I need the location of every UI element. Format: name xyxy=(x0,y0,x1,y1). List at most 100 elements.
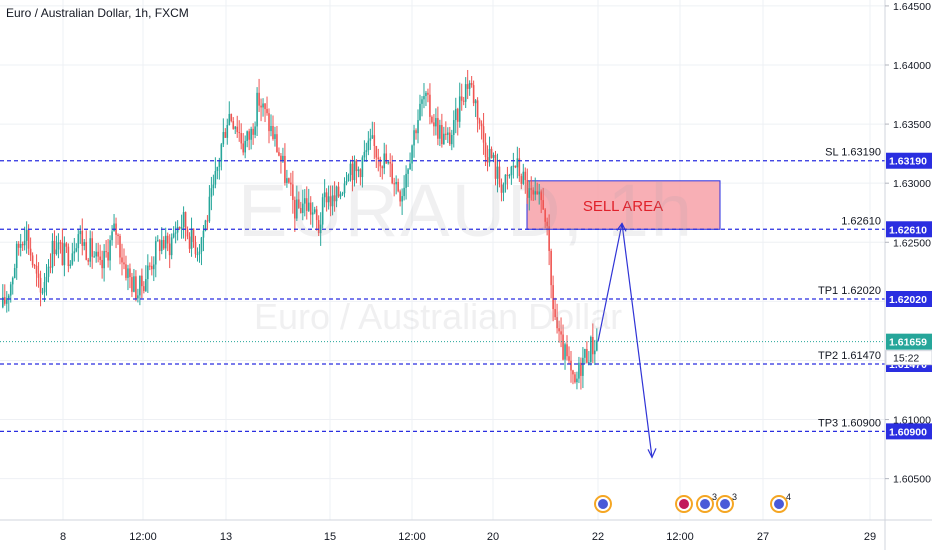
candle-body xyxy=(9,284,12,296)
candle-body xyxy=(401,196,403,202)
candle-body xyxy=(590,336,592,362)
candle-body xyxy=(204,220,207,231)
x-tick-label: 22 xyxy=(592,531,604,543)
candle-body xyxy=(357,169,360,172)
candle-body xyxy=(417,120,419,134)
candle-body xyxy=(369,138,372,141)
candle-body xyxy=(498,166,501,185)
candle-body xyxy=(528,188,531,198)
projection-arrowhead-up xyxy=(616,222,627,232)
candle-body xyxy=(419,103,421,121)
countdown-bg xyxy=(885,350,932,366)
candle-body xyxy=(158,240,161,251)
candle-body xyxy=(337,186,340,197)
candle-body xyxy=(472,85,475,104)
candle-body xyxy=(111,231,113,241)
candle-body xyxy=(462,100,465,102)
candle-body xyxy=(15,243,18,269)
candle-body xyxy=(226,124,229,138)
candle-body xyxy=(586,349,588,363)
candle-body xyxy=(252,128,254,135)
candle-body xyxy=(379,159,382,167)
level-label-4: TP3 1.60900 xyxy=(818,417,881,429)
candle-body xyxy=(522,171,525,184)
candle-body xyxy=(490,148,493,158)
candle-body xyxy=(182,212,185,228)
candle-body xyxy=(206,220,209,222)
candle-body xyxy=(274,134,276,139)
candle-body xyxy=(548,226,550,251)
candle-body xyxy=(355,160,358,172)
candle-body xyxy=(166,235,169,244)
candle-body xyxy=(415,130,417,134)
candle-body xyxy=(321,197,324,225)
candle-body xyxy=(33,265,36,267)
candle-body xyxy=(554,309,556,318)
candle-body xyxy=(546,221,548,227)
event-icon-count: 3 xyxy=(712,492,717,502)
y-tick-label: 1.63500 xyxy=(893,119,931,131)
candle-body xyxy=(105,251,107,253)
chart-title: Euro / Australian Dollar, 1h, FXCM xyxy=(6,6,189,20)
candle-body xyxy=(59,242,62,244)
candle-body xyxy=(458,96,461,122)
candle-body xyxy=(147,265,149,280)
candle-body xyxy=(351,163,354,181)
candle-body xyxy=(566,344,568,357)
candle-body xyxy=(542,200,544,210)
candle-body xyxy=(572,370,574,375)
candle-body xyxy=(441,125,443,145)
candle-body xyxy=(133,276,135,292)
candle-body xyxy=(77,234,80,249)
candle-body xyxy=(186,229,189,237)
candle-body xyxy=(450,134,453,145)
x-tick-label: 27 xyxy=(757,531,769,543)
candle-body xyxy=(242,143,244,153)
event-icon-count: 3 xyxy=(732,492,737,502)
candle-body xyxy=(500,184,503,193)
candle-body xyxy=(488,148,491,163)
candle-body xyxy=(164,235,167,249)
candle-body xyxy=(478,119,481,124)
sell-area-box xyxy=(526,180,721,230)
candle-body xyxy=(93,256,95,258)
candle-body xyxy=(315,209,318,221)
candle-body xyxy=(381,166,384,169)
candle-body xyxy=(37,273,40,278)
candle-body xyxy=(296,199,298,219)
candle-body xyxy=(484,142,487,158)
candle-body xyxy=(506,174,509,176)
candle-body xyxy=(466,84,469,89)
candle-body xyxy=(307,202,310,211)
candle-body xyxy=(254,126,256,135)
candle-body xyxy=(218,161,221,167)
candle-body xyxy=(534,191,537,195)
candle-body xyxy=(67,246,70,267)
candle-body xyxy=(492,154,495,158)
candle-body xyxy=(427,92,429,95)
candle-body xyxy=(151,265,153,270)
candle-body xyxy=(143,286,145,291)
candle-body xyxy=(216,166,219,172)
candle-body xyxy=(313,209,316,213)
candle-body xyxy=(443,133,445,145)
candle-body xyxy=(109,240,111,261)
candle-body xyxy=(45,276,48,283)
candle-body xyxy=(437,118,439,139)
candle-body xyxy=(17,243,20,248)
candle-body xyxy=(131,277,133,292)
projection-arrowhead-down xyxy=(647,448,657,459)
candle-body xyxy=(347,175,350,182)
candle-body xyxy=(101,259,103,269)
candle-body xyxy=(482,126,485,143)
candle-body xyxy=(405,173,407,188)
candle-body xyxy=(184,212,187,230)
candle-body xyxy=(160,240,163,251)
candle-body xyxy=(399,191,401,202)
candle-body xyxy=(119,235,121,258)
candle-body xyxy=(411,145,413,164)
candle-body xyxy=(23,240,26,246)
candle-body xyxy=(468,83,471,89)
candle-body xyxy=(192,228,195,242)
candle-body xyxy=(47,266,50,277)
